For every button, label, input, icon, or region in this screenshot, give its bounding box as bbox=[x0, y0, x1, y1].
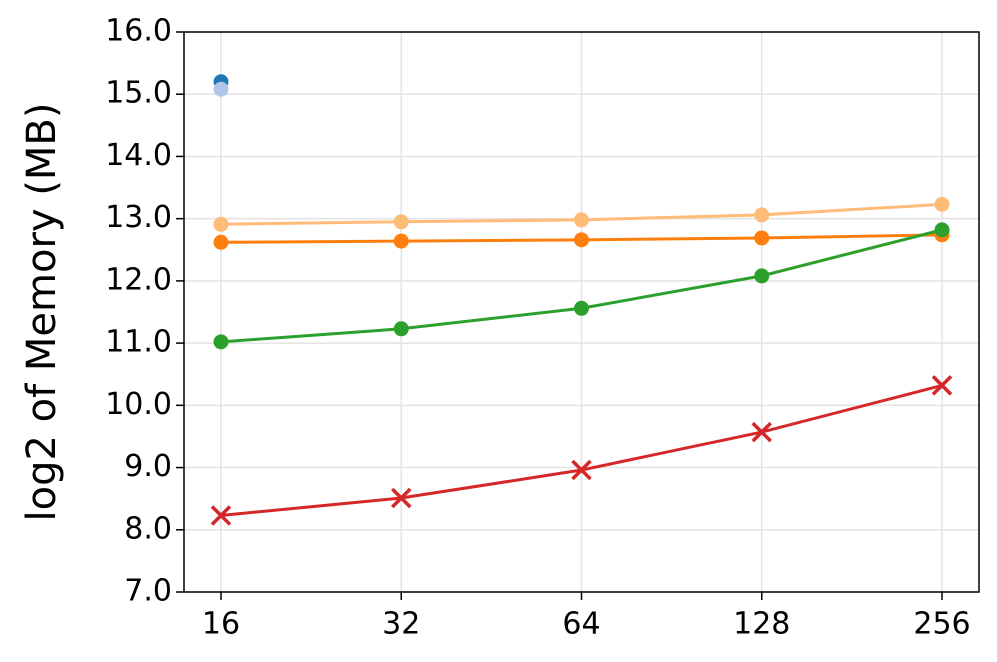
x-marker bbox=[210, 505, 232, 526]
y-tick-label: 14.0 bbox=[105, 138, 172, 173]
x-marker bbox=[571, 459, 592, 481]
plot-frame bbox=[183, 31, 980, 593]
point-marker bbox=[393, 214, 409, 230]
point-marker bbox=[754, 230, 770, 246]
y-tick-label: 9.0 bbox=[124, 449, 172, 484]
x-marker bbox=[751, 421, 772, 443]
y-tick-label: 8.0 bbox=[124, 511, 172, 546]
point-marker bbox=[574, 212, 589, 228]
x-tick-label: 128 bbox=[733, 607, 790, 642]
point-marker bbox=[934, 196, 950, 212]
y-axis-label: log2 of Memory (MB) bbox=[19, 103, 65, 522]
y-tick-label: 11.0 bbox=[105, 325, 172, 360]
x-tick-label: 64 bbox=[562, 607, 600, 642]
point-marker bbox=[213, 234, 229, 250]
point-marker bbox=[934, 222, 950, 238]
point-marker bbox=[393, 321, 409, 337]
point-marker bbox=[574, 300, 589, 316]
y-tick-label: 13.0 bbox=[105, 200, 172, 235]
x-tick-label: 32 bbox=[382, 607, 420, 642]
y-tick-label: 7.0 bbox=[124, 574, 172, 609]
point-marker bbox=[574, 232, 589, 248]
x-marker bbox=[931, 375, 953, 396]
point-marker bbox=[754, 268, 770, 284]
y-tick-label: 15.0 bbox=[105, 76, 172, 111]
x-tick-label: 256 bbox=[913, 607, 970, 642]
point-marker bbox=[213, 216, 229, 232]
point-marker bbox=[754, 207, 770, 223]
y-tick-label: 12.0 bbox=[105, 262, 172, 297]
point-marker bbox=[213, 81, 229, 97]
point-marker bbox=[393, 233, 409, 249]
y-tick-label: 16.0 bbox=[105, 14, 172, 49]
point-marker bbox=[213, 334, 229, 350]
y-tick-label: 10.0 bbox=[105, 387, 172, 422]
x-tick-label: 16 bbox=[202, 607, 240, 642]
x-marker bbox=[391, 487, 412, 509]
